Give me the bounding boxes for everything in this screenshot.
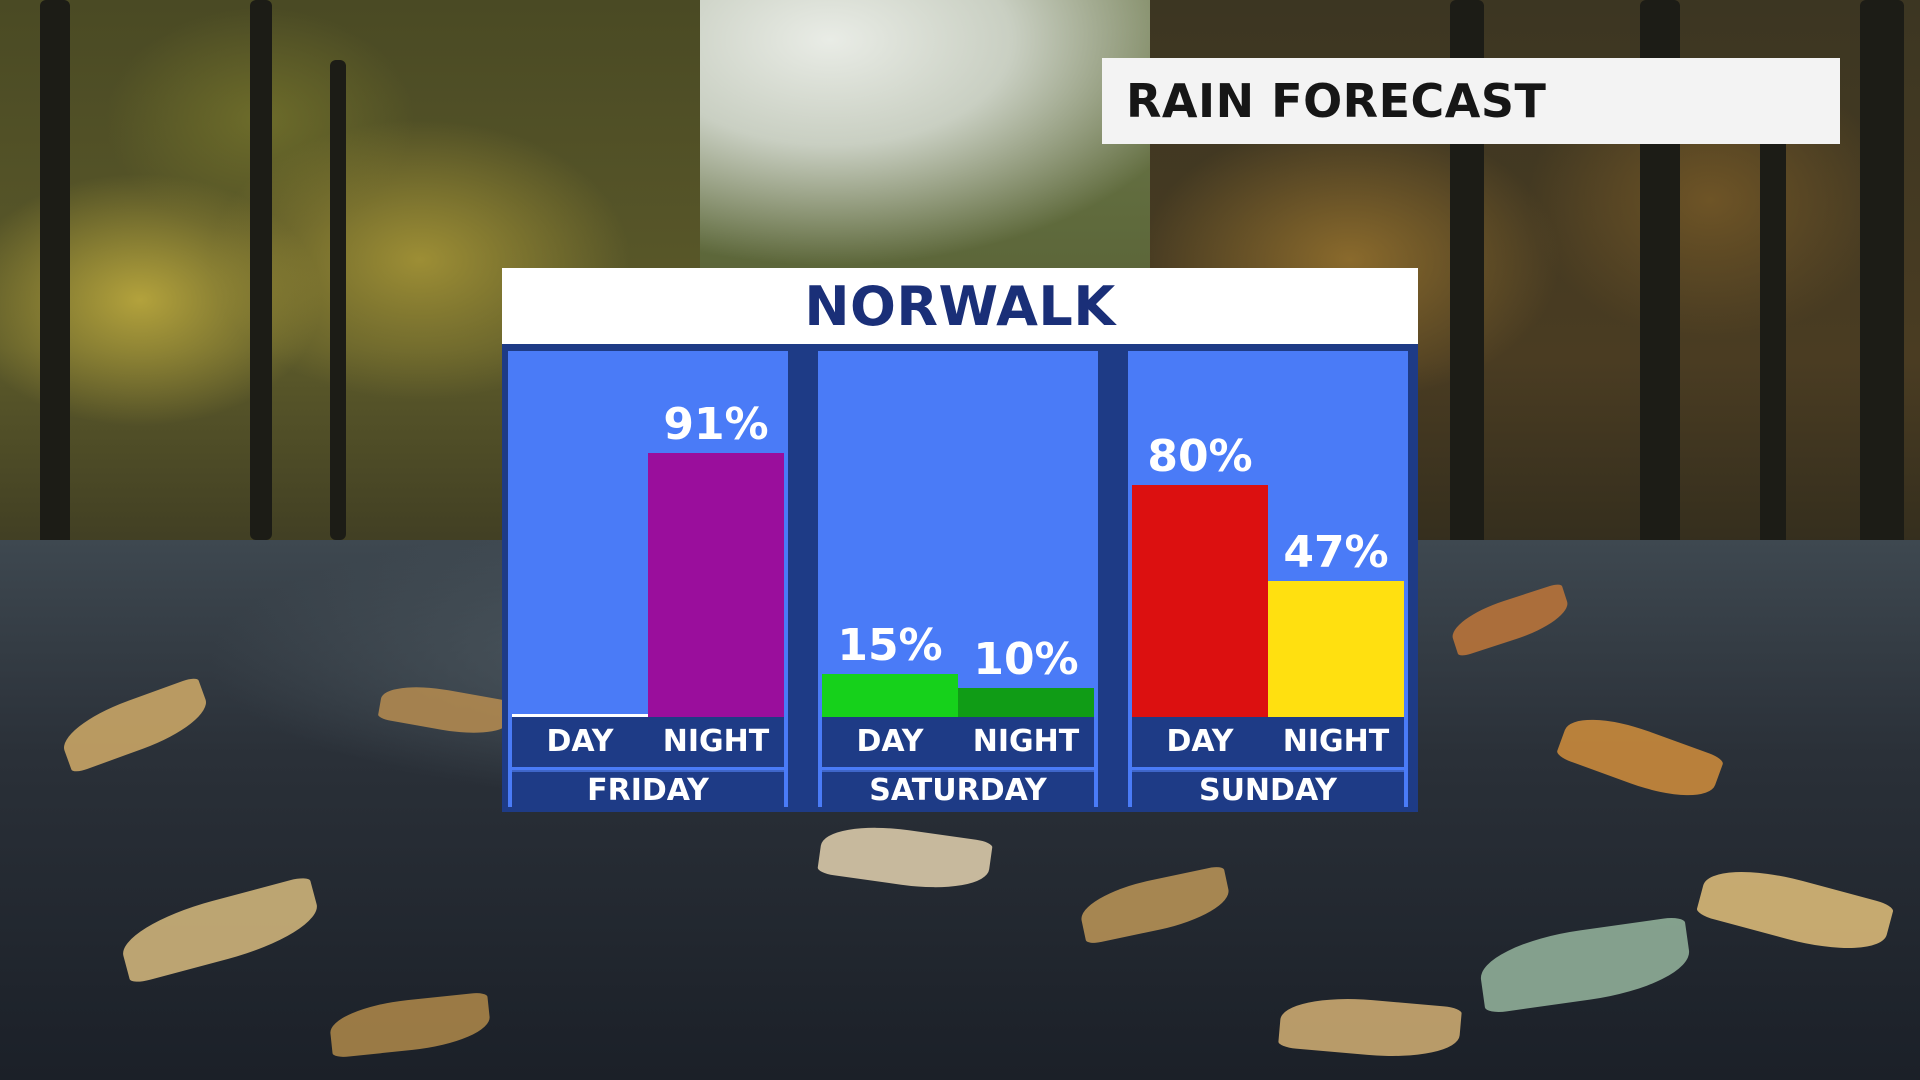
location-title: NORWALK: [804, 274, 1116, 338]
day-panel-saturday: 15% 10% DAY NIGHT SATURDAY: [818, 351, 1098, 809]
day-label: SUNDAY: [1132, 770, 1404, 809]
bar-friday-night: [648, 453, 784, 717]
period-label: DAY: [1166, 724, 1234, 759]
bar-value-label: 80%: [1147, 431, 1253, 482]
day-panel-sunday: 80% 47% DAY NIGHT SUNDAY: [1128, 351, 1408, 809]
tree-trunk: [1860, 0, 1904, 600]
title-box: RAIN FORECAST: [1102, 58, 1840, 144]
bar-sunday-day: [1132, 485, 1268, 717]
chart-header: NORWALK: [502, 268, 1418, 344]
tree-trunk: [330, 60, 346, 540]
period-label: DAY: [546, 724, 614, 759]
tree-trunk: [1760, 80, 1786, 600]
bar-sunday-night: [1268, 580, 1404, 717]
bar-group: 15% 10%: [818, 351, 1098, 717]
bar-saturday-night: [958, 688, 1094, 717]
period-labels: DAY NIGHT: [1132, 717, 1404, 767]
graphic-title: RAIN FORECAST: [1126, 74, 1547, 128]
period-label: NIGHT: [972, 724, 1080, 759]
bar-group: 80% 47%: [1128, 351, 1408, 717]
bar-saturday-day: [822, 673, 958, 717]
tree-trunk: [250, 0, 272, 540]
day-panel-friday: 91% DAY NIGHT FRIDAY: [508, 351, 788, 809]
period-labels: DAY NIGHT: [512, 717, 784, 767]
day-label: FRIDAY: [512, 770, 784, 809]
day-label: SATURDAY: [822, 770, 1094, 809]
period-labels: DAY NIGHT: [822, 717, 1094, 767]
period-label: NIGHT: [1282, 724, 1390, 759]
bar-value-label: 15%: [837, 619, 943, 671]
bar-group: 91%: [508, 351, 788, 717]
period-label: NIGHT: [662, 724, 770, 759]
tree-trunk: [40, 0, 70, 560]
bar-value-label: 10%: [973, 634, 1079, 685]
bar-value-label: 47%: [1283, 526, 1389, 578]
bar-friday-day: [512, 714, 648, 717]
period-label: DAY: [856, 724, 924, 759]
bar-value-label: 91%: [663, 399, 769, 451]
